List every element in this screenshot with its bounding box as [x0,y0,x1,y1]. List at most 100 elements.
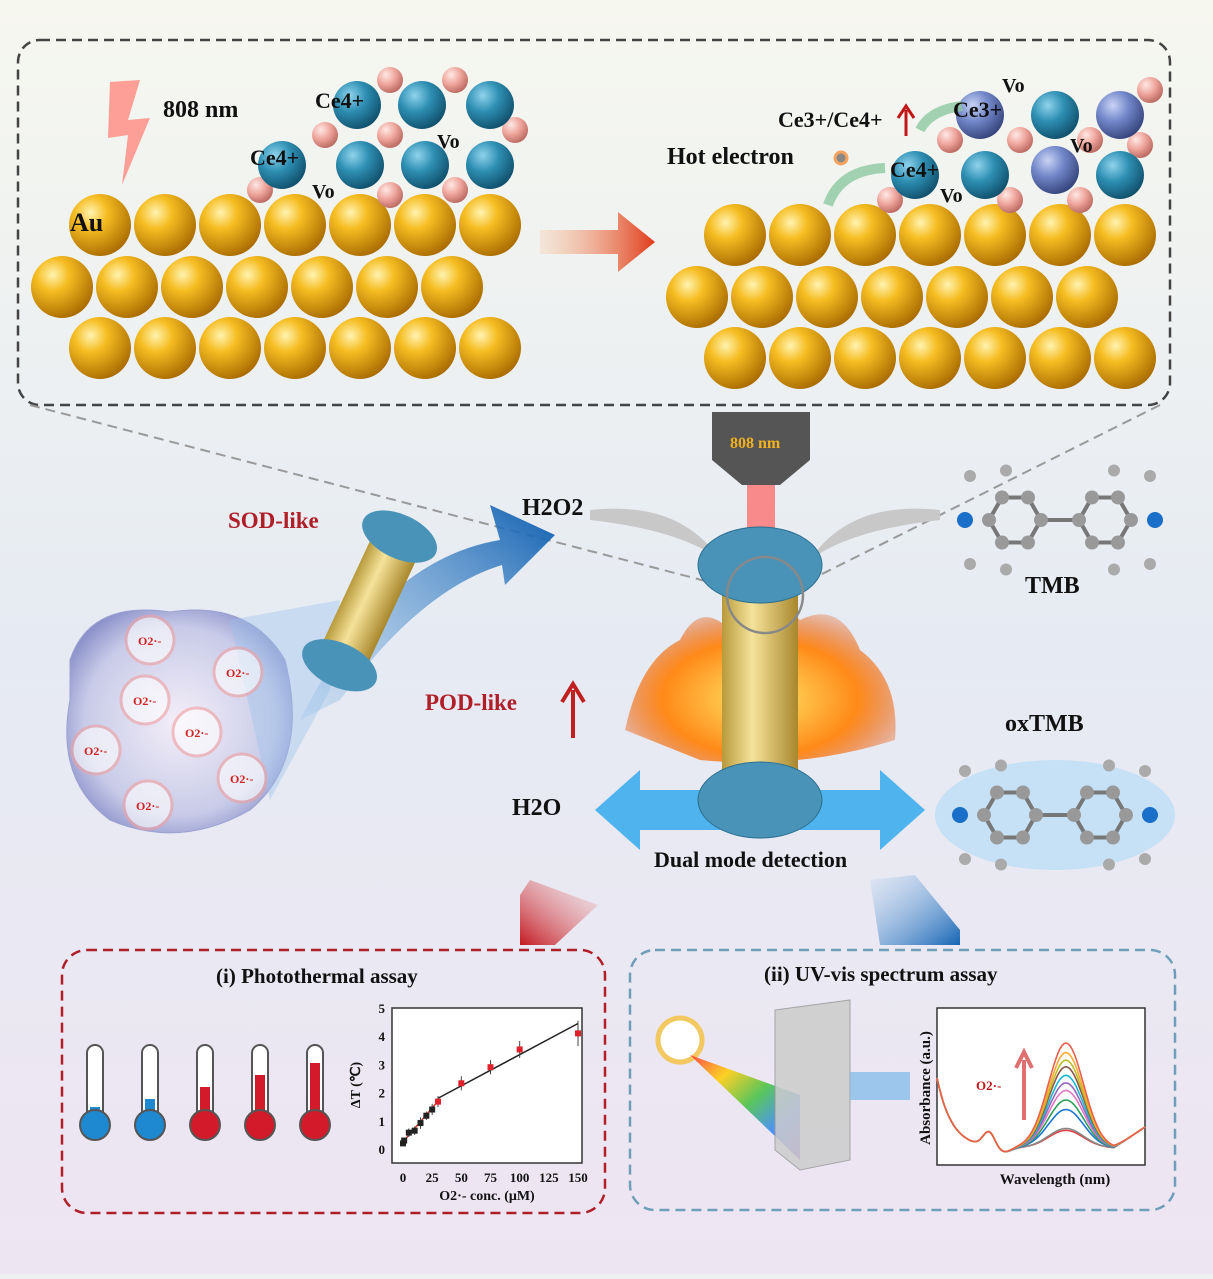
ce3-label: Ce3+ [953,97,1002,122]
methyl-atom [1108,563,1120,576]
cuvette [774,999,851,1171]
carbon-atom [995,535,1009,550]
oxygen-atom [1067,187,1093,213]
gold-atom [356,256,418,318]
gold-atom [704,204,766,266]
ce3-atom [956,91,1004,139]
ce-ratio-label: Ce3+/Ce4+ [778,107,883,132]
gold-atom [329,194,391,256]
ce4-atom [466,81,514,129]
gray-wing-left [590,508,720,560]
plot-area [391,1007,583,1164]
ce4-atom [1031,91,1079,139]
h2o-output-arrow [595,770,720,850]
laser-bolt-icon [108,80,150,185]
vo-label-c: Vo [1002,75,1025,97]
zoom-guide-right [789,404,1161,591]
oxygen-atom [502,117,528,143]
gold-atom [69,194,131,256]
ce4-atom [336,141,384,189]
gold-atom [769,204,831,266]
zoom-guide-left [29,404,741,591]
superoxide-bubble [216,752,268,804]
data-point [516,1046,523,1053]
methyl-atom [964,558,976,570]
oxygen-atom [377,182,403,208]
methyl-atom [995,858,1007,871]
carbon-atom [1016,830,1030,845]
y-axis-label: Absorbance (a.u.) [918,1031,934,1145]
carbon-atom [1080,785,1094,800]
nitrogen-atom [1142,807,1158,823]
vo-label-e: Vo [940,185,963,207]
gold-atom [459,317,521,379]
y-tick-label: 3 [379,1057,386,1072]
carbon-atom [1111,535,1125,550]
tmb-label: TMB [1025,573,1080,599]
laser-wavelength-label: 808 nm [163,97,238,123]
x-axis-label: Wavelength (nm) [1000,1172,1110,1188]
nanorod-small [302,510,438,692]
ce3-atom [1096,91,1144,139]
data-point [401,1137,408,1144]
carbon-atom [1034,513,1048,527]
gold-atom [704,327,766,389]
y-tick-label: 5 [379,1001,386,1016]
superoxide-bubble [171,706,223,758]
photothermal-title: (i) Photothermal assay [216,964,418,988]
photothermal-panel: (i) Photothermal assay 0 25 50 75 100 125 1500… [60,948,607,1215]
gold-atom [31,256,93,318]
data-point [435,1098,441,1105]
carbon-atom [1072,513,1086,527]
superoxide-label: O2·- [230,772,253,786]
gold-atom [731,266,793,328]
x-tick-label: 125 [539,1170,559,1185]
gold-atom [834,327,896,389]
oxygen-atom [1077,127,1103,153]
oxygen-atom [877,187,903,213]
gold-atom [264,194,326,256]
uvvis-title: (ii) UV-vis spectrum assay [764,962,998,986]
ce4-label-a: Ce4+ [315,88,364,113]
h2o2-label: H2O2 [522,495,583,521]
ce4-atom [258,141,306,189]
transmitted-beam [850,1072,910,1100]
pod-like-label: POD-like [425,690,517,715]
ceria-cap-bottom [697,761,823,839]
gold-atom [899,204,961,266]
thermometers [79,1044,331,1141]
methyl-atom [1139,765,1151,777]
y-tick-label: 4 [379,1029,386,1044]
gold-atom [861,266,923,328]
x-tick-label: 0 [400,1170,407,1185]
superoxide-label: O2·- [136,799,159,813]
thermometer-bulb [79,1109,111,1141]
superoxide-bubble [212,646,264,698]
thermometer-bulb [299,1109,331,1141]
methyl-atom [1144,558,1156,570]
ce3-atom [1031,146,1079,194]
gold-atom [1029,327,1091,389]
oxygen-atom [377,122,403,148]
data-point [405,1129,412,1136]
carbon-atom [1085,490,1099,505]
gold-atom [796,266,858,328]
oxtmb-molecule [935,759,1175,871]
laser-head-label: 808 nm [730,435,781,452]
x-tick-label: 75 [484,1170,498,1185]
superoxide-bubble [119,674,171,726]
superoxide-label: O2·- [185,726,208,740]
pod-increase-arrow-icon [560,680,586,738]
carbon-atom [990,830,1004,845]
top-mechanism-panel: 808 nm Au Ce4+ Ce4+ Vo Vo Hot electron C… [16,38,1172,407]
ce4-atom [891,151,939,199]
thermometer-bulb [134,1109,166,1141]
carbon-atom [1080,830,1094,845]
photothermal-arrow [520,880,598,945]
uvvis-chart: Wavelength (nm) Absorbance (a.u.) O2·- [918,1007,1146,1188]
hot-electron-label: Hot electron [667,144,794,170]
laser-beam [747,485,775,530]
oxygen-atom [937,127,963,153]
data-point [417,1120,424,1127]
gold-atom [199,317,261,379]
